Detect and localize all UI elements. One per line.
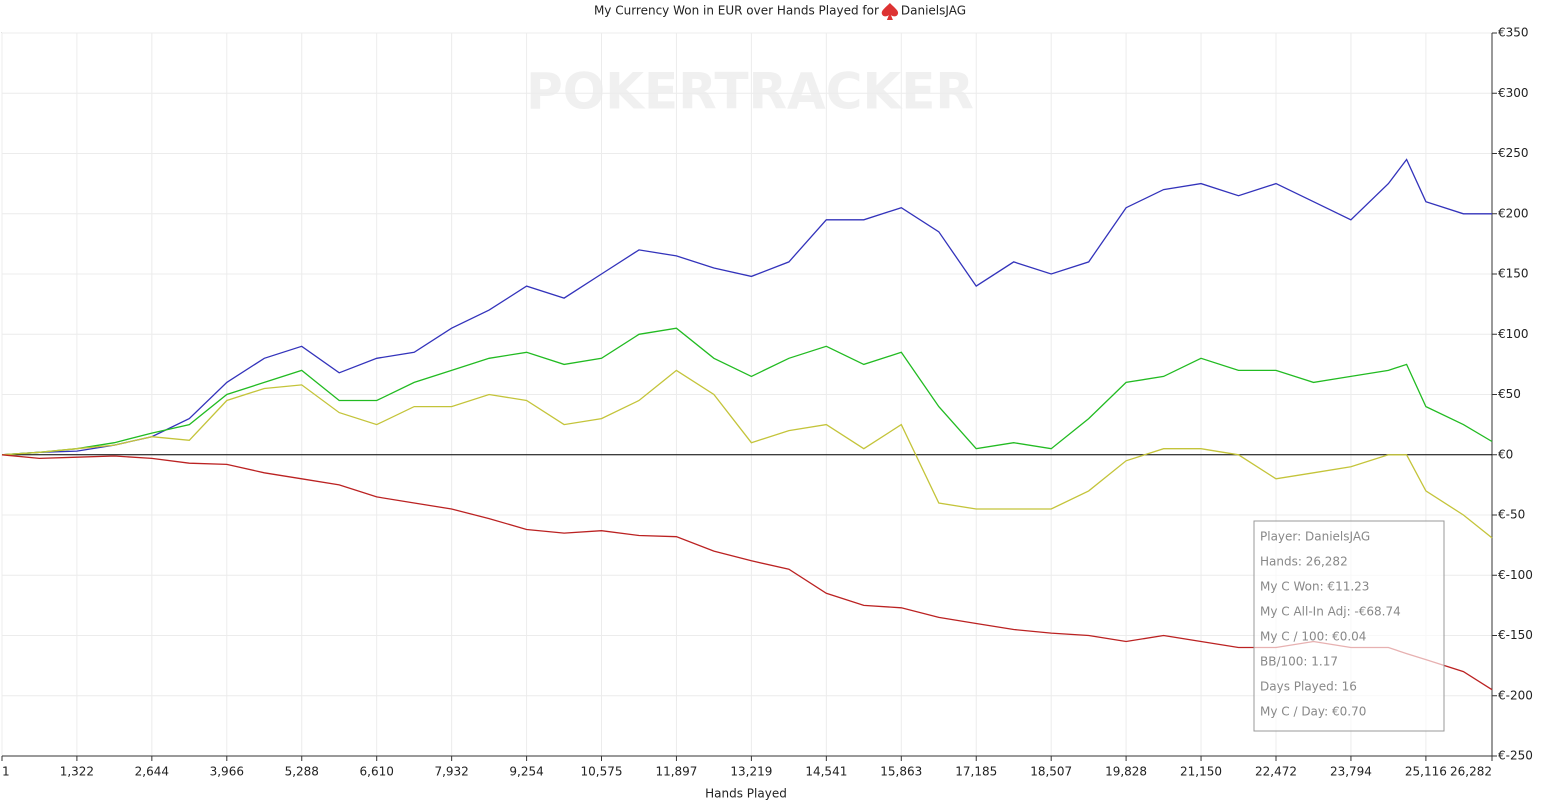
x-tick-label: 1,322	[60, 765, 94, 779]
series-line	[1, 369, 1493, 539]
y-tick-label: €-200	[1498, 688, 1533, 702]
y-tick-label: €-50	[1498, 508, 1525, 522]
x-tick-label: 13,219	[730, 765, 772, 779]
x-tick-label: 6,610	[360, 765, 394, 779]
x-tick-label: 22,472	[1255, 765, 1297, 779]
y-tick-label: €150	[1498, 267, 1529, 281]
x-tick-label: 10,575	[580, 765, 622, 779]
tooltip-box	[1253, 520, 1445, 732]
x-axis-label: Hands Played	[705, 787, 787, 801]
tooltip-line: My C / Day: €0.70	[1260, 705, 1366, 719]
x-tick-label: 18,507	[1030, 765, 1072, 779]
watermark: POKERTRACKER	[526, 63, 974, 121]
y-tick-label: €100	[1498, 327, 1529, 341]
x-tick-label: 9,254	[509, 765, 543, 779]
x-tick-label: 1	[2, 765, 10, 779]
x-tick-label: 17,185	[955, 765, 997, 779]
tooltip-line: My C All-In Adj: -€68.74	[1260, 605, 1401, 619]
x-tick-label: 19,828	[1105, 765, 1147, 779]
x-tick-label: 15,863	[880, 765, 922, 779]
tooltip-line: Hands: 26,282	[1260, 555, 1348, 569]
player-icon	[881, 3, 899, 20]
x-tick-label: 3,966	[210, 765, 244, 779]
y-tick-label: €300	[1498, 86, 1529, 100]
x-tick-label: 21,150	[1180, 765, 1222, 779]
series-line	[1, 158, 1492, 456]
y-tick-label: €200	[1498, 206, 1529, 220]
x-tick-label: 5,288	[285, 765, 319, 779]
x-tick-label: 26,282	[1450, 765, 1492, 779]
x-tick-label: 2,644	[135, 765, 169, 779]
y-tick-label: €-100	[1498, 568, 1533, 582]
tooltip-line: My C Won: €11.23	[1260, 580, 1369, 594]
y-tick-label: €0	[1498, 447, 1513, 461]
x-tick-label: 11,897	[655, 765, 697, 779]
y-tick-label: €-250	[1498, 749, 1533, 763]
y-tick-label: €350	[1498, 26, 1529, 40]
x-tick-label: 14,541	[805, 765, 847, 779]
tooltip-line: Days Played: 16	[1260, 680, 1357, 694]
player-name: DanielsJAG	[901, 4, 966, 18]
x-tick-label: 25,116	[1405, 765, 1447, 779]
tooltip-line: BB/100: 1.17	[1260, 655, 1338, 669]
y-tick-label: €250	[1498, 146, 1529, 160]
x-tick-label: 7,932	[434, 765, 468, 779]
series-line	[1, 327, 1493, 456]
tooltip-line: Player: DanielsJAG	[1260, 530, 1370, 544]
x-tick-label: 23,794	[1330, 765, 1372, 779]
tooltip-line: My C / 100: €0.04	[1260, 630, 1366, 644]
y-tick-label: €50	[1498, 387, 1521, 401]
y-tick-label: €-150	[1498, 628, 1533, 642]
chart-title: My Currency Won in EUR over Hands Played…	[594, 4, 879, 18]
